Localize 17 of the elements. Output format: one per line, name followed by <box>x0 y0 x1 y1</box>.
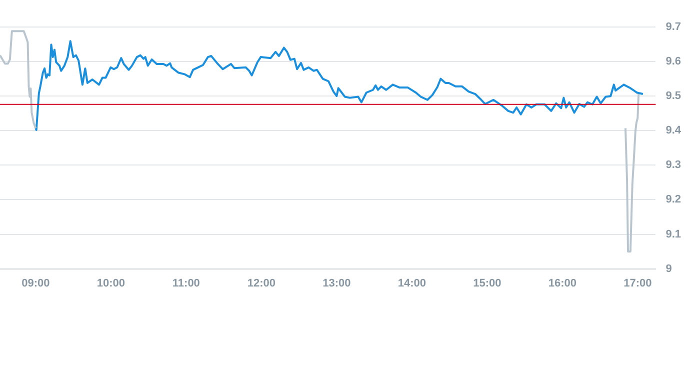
x-tick-label: 10:00 <box>96 277 125 290</box>
y-tick-label: 9.2 <box>666 194 682 206</box>
x-tick-label: 14:00 <box>398 277 426 290</box>
y-tick-label: 9.7 <box>666 21 682 34</box>
y-tick-label: 9.5 <box>666 90 682 102</box>
x-tick-label: 12:00 <box>247 277 276 290</box>
x-tick-label: 17:00 <box>624 277 652 290</box>
y-tick-label: 9.3 <box>666 159 682 172</box>
y-tick-label: 9 <box>666 262 672 275</box>
x-tick-label: 16:00 <box>548 277 576 290</box>
y-tick-label: 9.4 <box>666 124 682 137</box>
x-tick-label: 13:00 <box>322 277 351 290</box>
y-tick-label: 9.6 <box>666 56 682 68</box>
x-tick-label: 11:00 <box>172 277 200 290</box>
y-tick-label: 9.1 <box>666 228 682 240</box>
x-tick-label: 09:00 <box>22 277 50 290</box>
x-tick-label: 15:00 <box>473 277 502 290</box>
